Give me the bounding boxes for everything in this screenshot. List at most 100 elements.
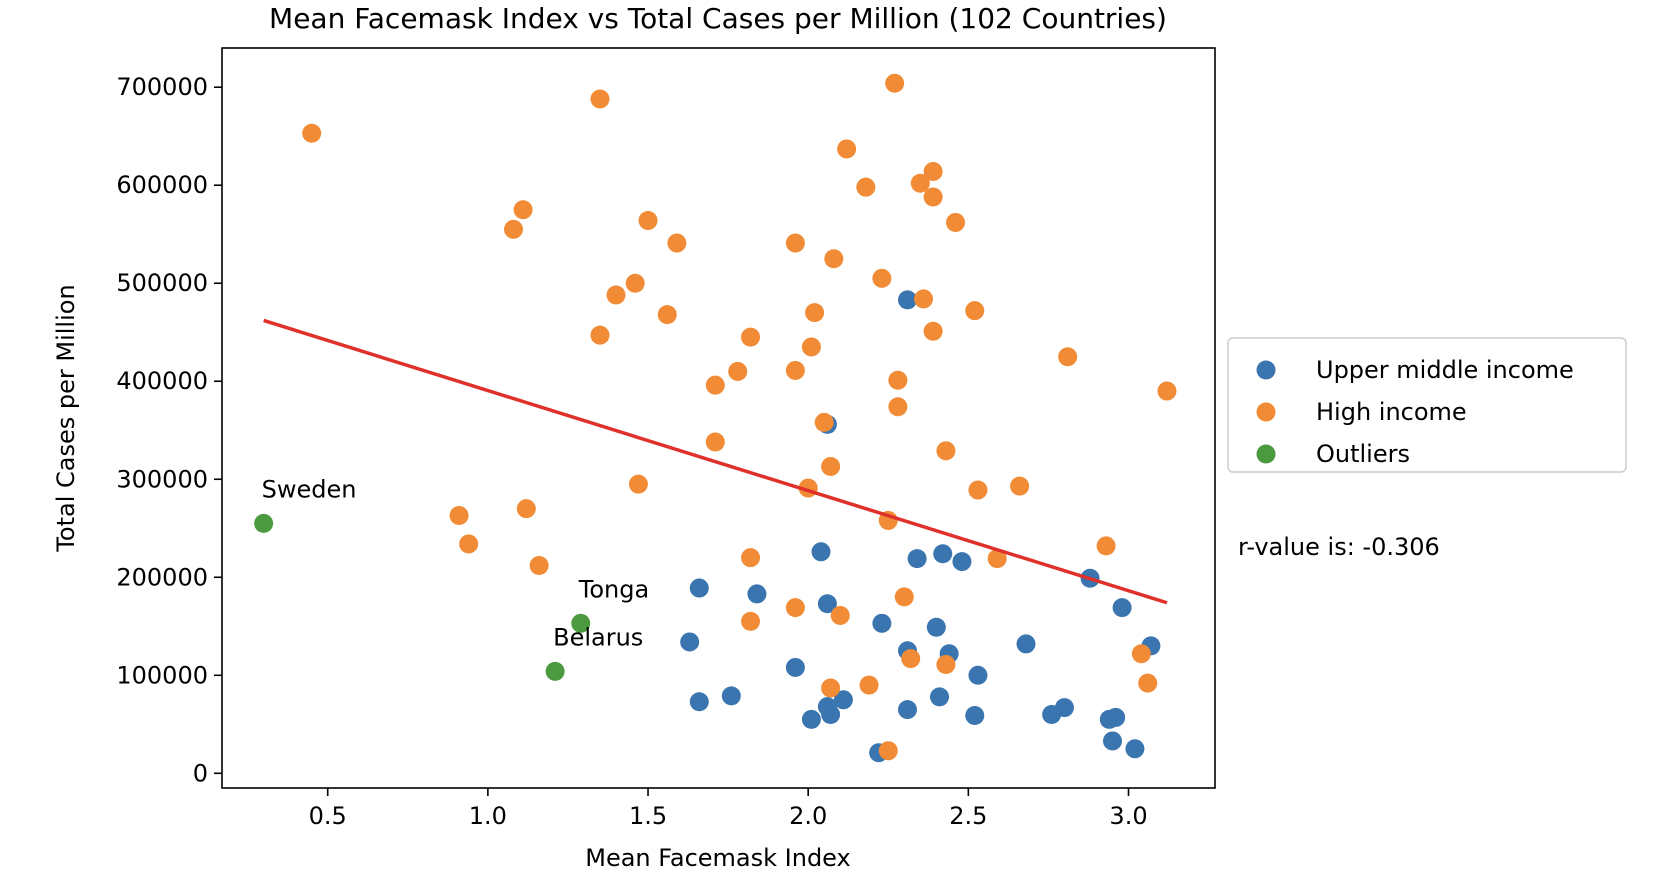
- r-value-text: r-value is: -0.306: [1238, 533, 1440, 561]
- point-high-income: [878, 741, 898, 761]
- point-high-income: [914, 289, 934, 309]
- point-high-income: [923, 187, 943, 207]
- x-tick-label: 1.5: [629, 802, 667, 830]
- point-upper-middle-income: [747, 584, 767, 604]
- legend-label-outliers: Outliers: [1316, 440, 1410, 468]
- point-high-income: [888, 397, 908, 417]
- point-high-income: [801, 337, 821, 357]
- point-high-income: [513, 200, 533, 220]
- point-high-income: [705, 375, 725, 395]
- point-upper-middle-income: [785, 657, 805, 677]
- point-upper-middle-income: [930, 687, 950, 707]
- point-high-income: [1131, 644, 1151, 664]
- point-high-income: [821, 678, 841, 698]
- point-high-income: [741, 327, 761, 347]
- point-high-income: [987, 549, 1007, 569]
- point-high-income: [302, 123, 322, 143]
- point-upper-middle-income: [897, 700, 917, 720]
- point-high-income: [814, 412, 834, 432]
- point-upper-middle-income: [968, 665, 988, 685]
- point-high-income: [705, 432, 725, 452]
- point-high-income: [859, 675, 879, 695]
- y-axis-title: Total Cases per Million: [52, 284, 80, 552]
- point-high-income: [1010, 476, 1030, 496]
- point-high-income: [606, 285, 626, 305]
- point-high-income: [1096, 536, 1116, 556]
- point-high-income: [968, 480, 988, 500]
- plot-area: 0.5 1.0 1.5 2.0 2.5 3.0 0 100000 200000 300000 400…: [116, 47, 1216, 830]
- point-high-income: [516, 499, 536, 519]
- legend-marker-upper-middle-income: [1256, 360, 1276, 380]
- y-tick-label: 200000: [116, 563, 208, 591]
- point-upper-middle-income: [897, 290, 917, 310]
- point-high-income: [936, 441, 956, 461]
- point-upper-middle-income: [833, 690, 853, 710]
- point-upper-middle-income: [821, 704, 841, 724]
- chart-title: Mean Facemask Index vs Total Cases per M…: [269, 2, 1167, 35]
- legend-marker-outliers: [1256, 444, 1276, 464]
- y-tick-label: 600000: [116, 171, 208, 199]
- point-high-income: [1138, 673, 1158, 693]
- point-high-income: [785, 598, 805, 618]
- point-high-income: [923, 321, 943, 341]
- point-high-income: [894, 587, 914, 607]
- point-high-income: [503, 219, 523, 239]
- point-upper-middle-income: [1102, 731, 1122, 751]
- point-high-income: [821, 457, 841, 477]
- point-high-income: [459, 534, 479, 554]
- legend: Upper middle income High income Outliers: [1227, 337, 1627, 473]
- point-upper-middle-income: [965, 705, 985, 725]
- point-high-income: [1058, 347, 1078, 367]
- point-upper-middle-income: [933, 544, 953, 564]
- point-high-income: [901, 649, 921, 669]
- y-tick-label: 0: [193, 759, 208, 787]
- y-tick-label: 300000: [116, 465, 208, 493]
- point-high-income: [741, 611, 761, 631]
- point-annotation: Tonga: [578, 575, 649, 603]
- regression-line: [263, 318, 1168, 605]
- point-high-income: [910, 173, 930, 193]
- point-high-income: [923, 161, 943, 181]
- point-upper-middle-income: [1112, 598, 1132, 618]
- point-high-income: [529, 556, 549, 576]
- legend-label-high-income: High income: [1316, 398, 1467, 426]
- point-high-income: [590, 89, 610, 109]
- legend-marker-high-income: [1256, 402, 1276, 422]
- x-tick-label: 1.0: [469, 802, 507, 830]
- point-upper-middle-income: [1125, 739, 1145, 759]
- point-high-income: [741, 548, 761, 568]
- point-high-income: [628, 474, 648, 494]
- point-upper-middle-income: [689, 578, 709, 598]
- x-tick-label: 3.0: [1109, 802, 1147, 830]
- point-upper-middle-income: [907, 549, 927, 569]
- point-upper-middle-income: [952, 552, 972, 572]
- point-high-income: [590, 325, 610, 345]
- point-high-income: [1157, 381, 1177, 401]
- point-annotation: Belarus: [553, 623, 643, 651]
- x-tick-label: 2.0: [789, 802, 827, 830]
- point-high-income: [872, 268, 892, 288]
- point-high-income: [965, 301, 985, 321]
- point-high-income: [638, 211, 658, 231]
- point-outliers: [254, 513, 274, 533]
- point-high-income: [885, 73, 905, 93]
- point-upper-middle-income: [817, 594, 837, 614]
- point-high-income: [785, 233, 805, 253]
- point-high-income: [667, 233, 687, 253]
- point-high-income: [728, 361, 748, 381]
- point-upper-middle-income: [1016, 634, 1036, 654]
- point-high-income: [449, 506, 469, 526]
- y-tick-label: 700000: [116, 73, 208, 101]
- point-upper-middle-income: [926, 617, 946, 637]
- x-tick-label: 2.5: [949, 802, 987, 830]
- y-tick-label: 100000: [116, 661, 208, 689]
- point-upper-middle-income: [811, 542, 831, 562]
- point-upper-middle-income: [721, 686, 741, 706]
- point-upper-middle-income: [1054, 698, 1074, 718]
- point-upper-middle-income: [1106, 707, 1126, 727]
- point-upper-middle-income: [872, 613, 892, 633]
- point-high-income: [805, 303, 825, 323]
- y-tick-label: 400000: [116, 367, 208, 395]
- point-upper-middle-income: [680, 632, 700, 652]
- point-high-income: [936, 655, 956, 675]
